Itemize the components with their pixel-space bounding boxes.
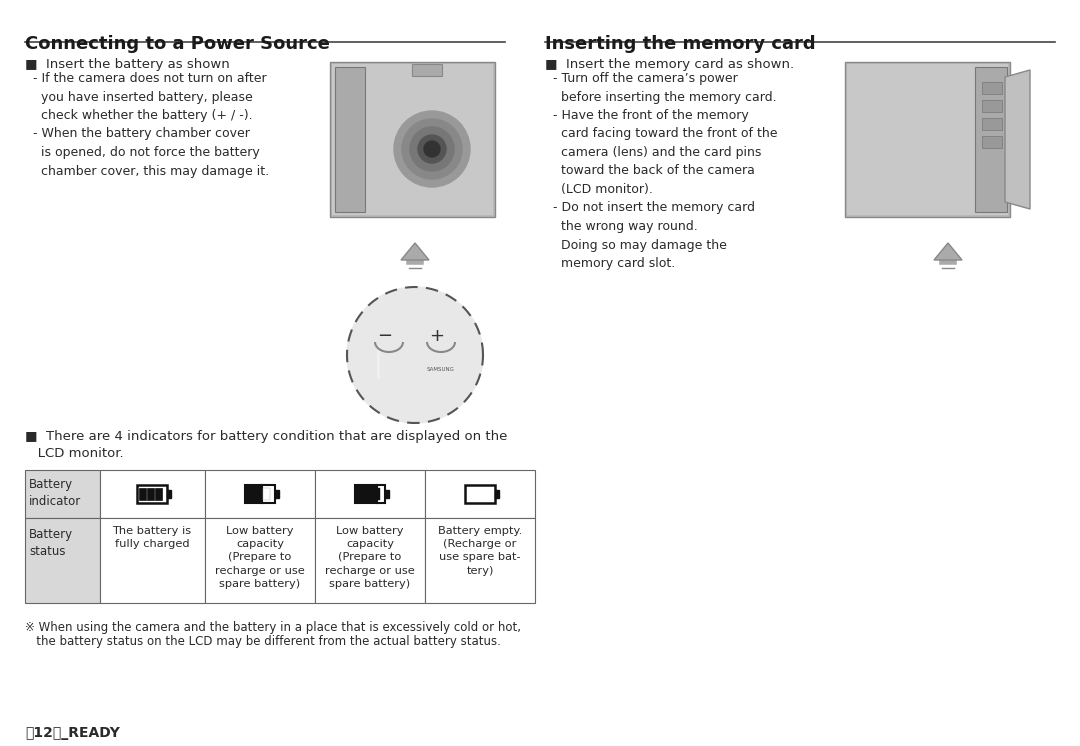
Bar — [426, 470, 535, 518]
Bar — [426, 518, 535, 603]
Text: 〈12〉_READY: 〈12〉_READY — [25, 726, 120, 740]
Circle shape — [402, 119, 462, 179]
Bar — [262, 485, 275, 503]
Bar — [377, 485, 384, 503]
Polygon shape — [1005, 70, 1030, 209]
Text: Inserting the memory card: Inserting the memory card — [545, 35, 815, 53]
Bar — [245, 485, 262, 503]
Bar — [847, 64, 1008, 215]
Text: the battery status on the LCD may be different from the actual battery status.: the battery status on the LCD may be dif… — [25, 635, 501, 648]
Bar — [975, 67, 1007, 212]
Text: Battery empty.
(Recharge or
use spare bat-
tery): Battery empty. (Recharge or use spare ba… — [437, 526, 522, 576]
Text: ※ When using the camera and the battery in a place that is excessively cold or h: ※ When using the camera and the battery … — [25, 621, 521, 634]
Text: ■  Insert the battery as shown: ■ Insert the battery as shown — [25, 58, 230, 71]
Bar — [982, 82, 1002, 94]
Bar — [25, 518, 100, 603]
Bar — [205, 518, 315, 603]
Circle shape — [394, 111, 470, 187]
Bar — [139, 488, 146, 500]
Bar — [100, 518, 205, 603]
Bar — [355, 485, 377, 503]
Bar — [167, 490, 171, 498]
Bar — [495, 490, 499, 498]
Bar — [205, 470, 315, 518]
Text: Battery
indicator: Battery indicator — [29, 478, 81, 508]
Bar — [428, 377, 454, 385]
Bar — [275, 490, 279, 498]
Bar — [332, 64, 492, 215]
Circle shape — [418, 135, 446, 163]
Bar — [156, 488, 162, 500]
Circle shape — [424, 141, 440, 157]
Polygon shape — [934, 243, 962, 260]
Bar — [845, 62, 1010, 217]
Circle shape — [410, 127, 454, 171]
Bar — [982, 100, 1002, 112]
Bar — [315, 518, 426, 603]
Bar — [264, 488, 270, 500]
Bar — [25, 470, 100, 518]
Text: SAMSUNG: SAMSUNG — [427, 367, 455, 372]
Bar — [381, 331, 397, 338]
Bar — [335, 67, 365, 212]
Text: ■  Insert the memory card as shown.: ■ Insert the memory card as shown. — [545, 58, 794, 71]
Bar — [426, 337, 457, 389]
Bar — [147, 488, 154, 500]
Bar — [433, 331, 449, 338]
Bar — [411, 64, 442, 76]
Bar — [982, 136, 1002, 148]
Text: +: + — [430, 327, 445, 345]
Bar — [255, 488, 262, 500]
Text: - If the camera does not turn on after
    you have inserted battery, please
   : - If the camera does not turn on after y… — [25, 72, 269, 178]
Bar — [100, 470, 205, 518]
Text: Connecting to a Power Source: Connecting to a Power Source — [25, 35, 329, 53]
Text: ■  There are 4 indicators for battery condition that are displayed on the
   LCD: ■ There are 4 indicators for battery con… — [25, 430, 508, 460]
Text: −: − — [377, 327, 392, 345]
Bar — [384, 490, 389, 498]
Bar — [315, 470, 426, 518]
Bar — [982, 118, 1002, 130]
Bar — [373, 337, 405, 389]
Bar — [247, 488, 254, 500]
Text: Low battery
capacity
(Prepare to
recharge or use
spare battery): Low battery capacity (Prepare to recharg… — [215, 526, 305, 589]
Text: Battery
status: Battery status — [29, 528, 73, 558]
Bar — [330, 62, 495, 217]
Text: The battery is
fully charged: The battery is fully charged — [112, 526, 191, 549]
Polygon shape — [401, 243, 429, 260]
Bar — [137, 485, 167, 503]
Bar — [376, 377, 402, 385]
Bar — [465, 485, 495, 503]
Text: Low battery
capacity
(Prepare to
recharge or use
spare battery): Low battery capacity (Prepare to recharg… — [325, 526, 415, 589]
Text: - Turn off the camera’s power
    before inserting the memory card.
  - Have the: - Turn off the camera’s power before ins… — [545, 72, 778, 270]
Circle shape — [347, 287, 483, 423]
Bar — [373, 488, 380, 500]
